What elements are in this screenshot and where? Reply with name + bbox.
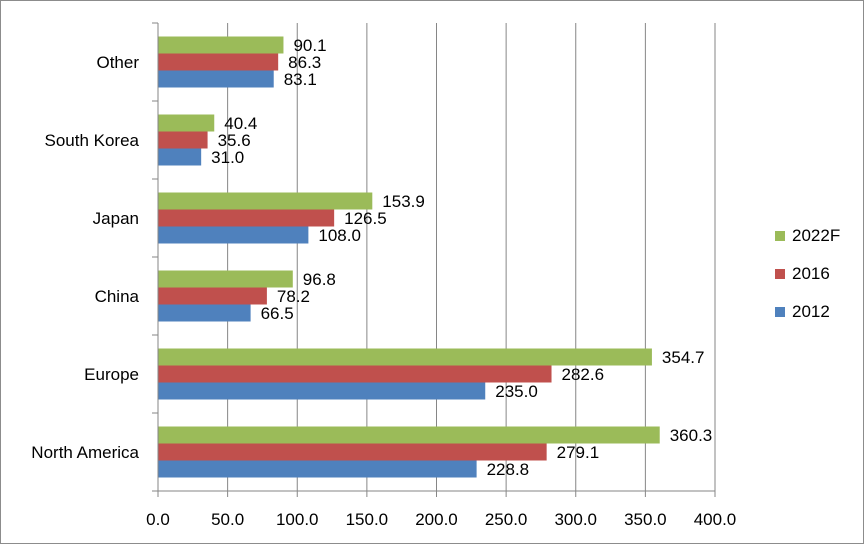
bar-north-america-2012 [158, 460, 477, 478]
y-tick-label-other: Other [96, 53, 139, 72]
legend-label-2022f: 2022F [792, 226, 840, 245]
bar-south-korea-2016 [158, 131, 208, 149]
data-label-north-america-2022f: 360.3 [670, 426, 713, 445]
bar-south-korea-2022f [158, 114, 215, 132]
legend: 2022F 2016 2012 [775, 226, 840, 321]
x-tick-label-400: 400.0 [694, 510, 737, 529]
bar-other-2012 [158, 70, 274, 88]
bar-europe-2022f [158, 348, 652, 366]
bar-north-america-2016 [158, 443, 547, 461]
data-label-south-korea-2016: 35.6 [218, 131, 251, 150]
bar-north-america-2022f [158, 426, 660, 444]
x-tick-label-50: 50.0 [211, 510, 244, 529]
x-tick-label-250: 250.0 [485, 510, 528, 529]
bar-south-korea-2012 [158, 148, 202, 166]
bar-japan-2016 [158, 209, 335, 227]
legend-label-2016: 2016 [792, 264, 830, 283]
data-label-other-2016: 86.3 [288, 53, 321, 72]
data-label-japan-2012: 108.0 [318, 226, 361, 245]
x-tick-label-100: 100.0 [276, 510, 319, 529]
bar-europe-2012 [158, 382, 486, 400]
legend-label-2012: 2012 [792, 302, 830, 321]
data-label-south-korea-2012: 31.0 [211, 148, 244, 167]
bar-japan-2022f [158, 192, 373, 210]
data-label-japan-2022f: 153.9 [382, 192, 425, 211]
axes: North America Europe China Japan South Korea… [31, 22, 737, 529]
bar-china-2012 [158, 304, 251, 322]
x-tick-label-0: 0.0 [146, 510, 170, 529]
bar-china-2016 [158, 287, 267, 305]
bar-other-2022f [158, 36, 284, 54]
data-label-japan-2016: 126.5 [344, 209, 387, 228]
y-tick-label-china: China [95, 287, 140, 306]
y-tick-label-japan: Japan [93, 209, 139, 228]
data-label-north-america-2016: 279.1 [557, 443, 600, 462]
data-label-north-america-2012: 228.8 [487, 460, 530, 479]
data-label-europe-2012: 235.0 [495, 382, 538, 401]
x-tick-label-300: 300.0 [554, 510, 597, 529]
legend-swatch-2022f [775, 231, 785, 241]
y-tick-label-north-america: North America [31, 443, 139, 462]
bar-europe-2016 [158, 365, 552, 383]
data-label-europe-2016: 282.6 [562, 365, 605, 384]
data-label-europe-2022f: 354.7 [662, 348, 705, 367]
x-tick-label-200: 200.0 [415, 510, 458, 529]
legend-swatch-2016 [775, 269, 785, 279]
x-tick-label-150: 150.0 [346, 510, 389, 529]
x-tick-label-350: 350.0 [624, 510, 667, 529]
data-labels: 360.3 279.1 228.8 354.7 282.6 235.0 96.878.266… [211, 36, 712, 479]
y-tick-label-south-korea: South Korea [44, 131, 139, 150]
data-label-china-2016: 78.2 [277, 287, 310, 306]
data-label-china-2022f: 96.8 [303, 270, 336, 289]
bar-japan-2012 [158, 226, 309, 244]
bars [158, 36, 660, 478]
legend-swatch-2012 [775, 307, 785, 317]
bar-china-2022f [158, 270, 293, 288]
bar-other-2016 [158, 53, 279, 71]
data-label-other-2012: 83.1 [284, 70, 317, 89]
data-label-south-korea-2022f: 40.4 [224, 114, 257, 133]
data-label-china-2012: 66.5 [261, 304, 294, 323]
y-tick-label-europe: Europe [84, 365, 139, 384]
data-label-other-2022f: 90.1 [293, 36, 326, 55]
gridlines [227, 23, 716, 491]
